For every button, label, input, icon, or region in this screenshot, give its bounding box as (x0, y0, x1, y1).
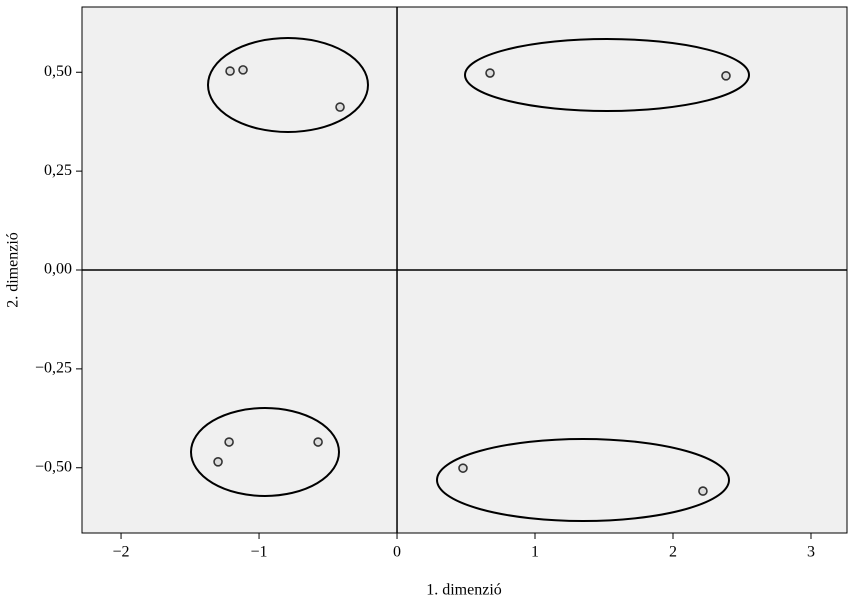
point (224, 437, 234, 447)
y-tick-label: −0,50 (35, 458, 72, 475)
x-tick-label: 0 (393, 544, 401, 561)
point (225, 66, 235, 76)
point (698, 486, 708, 496)
x-tick-label: 1 (531, 544, 539, 561)
y-axis-label: 2. dimenzió (5, 232, 22, 308)
x-tick-label: −2 (113, 544, 130, 561)
y-tick-label: 0,25 (44, 162, 72, 179)
x-tick-label: 2 (669, 544, 677, 561)
point (458, 463, 468, 473)
cluster-ellipse (207, 37, 369, 133)
y-tick-label: −0,25 (35, 360, 72, 377)
cluster-outlines (190, 37, 750, 522)
point (721, 71, 731, 81)
y-tick-label: 0,50 (44, 63, 72, 80)
point (485, 68, 495, 78)
point (238, 65, 248, 75)
point (313, 437, 323, 447)
x-axis-label: 1. dimenzió (426, 582, 502, 599)
point (213, 457, 223, 467)
x-tick-label: 3 (807, 544, 815, 561)
x-tick-label: −1 (251, 544, 268, 561)
point (335, 102, 345, 112)
cluster-ellipse (190, 407, 340, 497)
cluster-ellipse (464, 38, 750, 112)
cluster-ellipse (436, 438, 730, 522)
y-tick-label: 0,00 (44, 261, 72, 278)
